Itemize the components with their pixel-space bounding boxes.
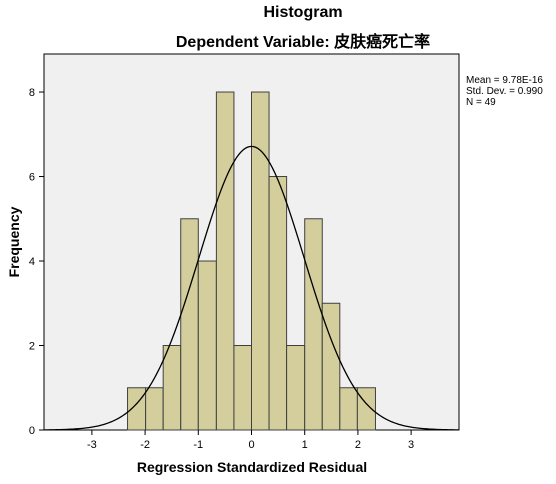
stat-mean: Mean = 9.78E-16 — [466, 75, 543, 86]
histogram-bar — [233, 345, 252, 431]
histogram-bar — [145, 387, 164, 431]
histogram-bar — [339, 387, 358, 431]
histogram-bar — [197, 260, 217, 431]
x-tick-label: 2 — [355, 439, 361, 451]
normal-curve-layer — [43, 145, 460, 431]
y-axis-ticks: 0 2 4 6 8 — [29, 87, 44, 437]
stat-n: N = 49 — [466, 97, 496, 108]
y-tick-label: 2 — [29, 341, 35, 353]
y-tick-label: 6 — [29, 172, 35, 184]
histogram-bar — [180, 218, 199, 431]
histogram-bar — [268, 176, 288, 431]
y-axis-label: Frequency — [6, 206, 22, 277]
chart-subtitle: Dependent Variable: 皮肤癌死亡率 — [176, 32, 430, 51]
x-tick-label: 3 — [408, 439, 414, 451]
histogram-bar — [286, 345, 306, 431]
histogram-bar — [251, 91, 270, 431]
y-tick-label: 0 — [29, 425, 35, 437]
x-axis-label: Regression Standardized Residual — [137, 459, 367, 475]
x-tick-label: -3 — [87, 439, 97, 451]
y-tick-label: 8 — [29, 87, 35, 99]
x-axis-ticks: -3 -2 -1 0 1 2 3 — [87, 430, 414, 451]
x-tick-label: 1 — [302, 439, 308, 451]
histogram-bar — [304, 218, 323, 431]
x-tick-label: -2 — [140, 439, 150, 451]
x-tick-label: -1 — [193, 439, 203, 451]
y-tick-label: 4 — [29, 256, 35, 268]
chart-title: Histogram — [263, 4, 342, 21]
histogram-bar — [127, 387, 147, 431]
normal-curve — [43, 145, 460, 431]
bars-layer — [127, 91, 376, 431]
histogram-bar — [215, 91, 235, 431]
stat-std-dev: Std. Dev. = 0.990 — [466, 86, 543, 97]
histogram-bar — [356, 387, 376, 431]
histogram-bar — [162, 345, 182, 431]
histogram-bar — [321, 302, 341, 431]
x-tick-label: 0 — [248, 439, 254, 451]
